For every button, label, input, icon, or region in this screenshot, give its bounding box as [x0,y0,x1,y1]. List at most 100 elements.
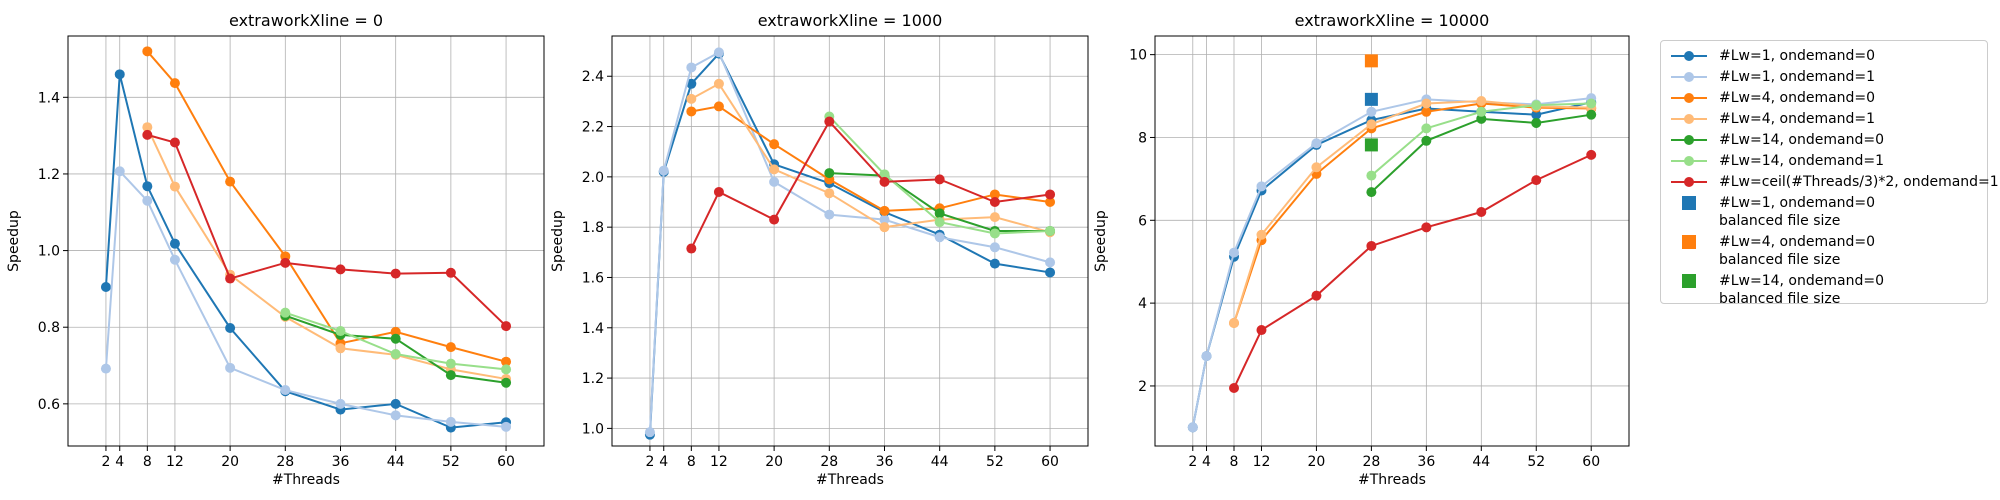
data-point [879,169,890,180]
data-point [390,268,401,279]
data-point [989,242,1000,253]
data-point [142,129,153,140]
legend-swatch [1671,72,1707,82]
data-point [713,47,724,58]
x-tick-label: 36 [876,454,894,470]
data-point [824,188,835,199]
data-point [1366,170,1377,181]
legend-label: #Lw=1, ondemand=0 balanced file size [1719,194,1875,230]
y-tick-label: 1.4 [38,90,60,106]
data-point [989,228,1000,239]
series-line [690,82,1051,234]
data-point [769,139,780,150]
x-tick-label: 28 [276,454,294,470]
data-point [1229,247,1239,258]
x-tick-label: 12 [710,454,728,470]
data-point [1311,290,1322,301]
data-point [114,166,125,177]
x-tick-label: 44 [931,454,949,470]
legend-square [1682,274,1696,288]
data-point [169,254,180,265]
x-tick-label: 52 [986,454,1004,470]
data-point [934,208,945,219]
x-tick-label: 36 [332,454,350,470]
y-tick-label: 10 [1129,48,1147,64]
series-line [146,50,507,363]
series-line [147,133,507,327]
data-point [713,101,724,112]
data-point [1586,149,1597,160]
x-tick-label: 2 [645,454,654,470]
y-tick-label: 1.8 [582,220,604,236]
data-point [1045,267,1056,278]
data-point [1476,96,1487,107]
data-point [1256,325,1267,336]
legend-label: #Lw=1, ondemand=1 [1719,69,1876,85]
legend-label-line2: balanced file size [1719,252,1841,268]
x-tick-label: 4 [115,454,124,470]
data-point [1045,225,1056,236]
legend-label: #Lw=4, ondemand=1 [1719,111,1876,127]
legend-square [1682,196,1696,210]
data-point [824,168,835,179]
x-tick-label: 12 [166,454,184,470]
axes-frame [1154,35,1630,447]
data-point [769,214,780,225]
data-point [934,232,945,243]
legend-item: #Lw=ceil(#Threads/3)*2, ondemand=1 [1669,173,1999,191]
data-point [1366,106,1377,117]
subplot: 2 4 8 12 20 28 36 44 52 60 1.0 1.2 1.4 1.6 1.8 2.0 2.2 2.… [550,11,1089,488]
x-tick-label: 44 [1472,454,1490,470]
legend-label: #Lw=14, ondemand=1 [1719,153,1884,169]
legend-item: #Lw=1, ondemand=1 [1669,68,1979,86]
data-point [1311,162,1322,173]
data-point [1311,138,1322,149]
data-point [658,165,669,176]
square-marker [1364,54,1378,68]
data-point [1586,109,1597,120]
x-tick-label: 60 [497,454,515,470]
legend-marker [1684,93,1694,103]
data-point [686,78,697,89]
x-axis-label: #Threads [272,472,340,488]
y-tick-label: 1.6 [582,270,604,286]
x-tick-label: 52 [1527,454,1545,470]
data-point [1476,207,1487,218]
square-marker [1364,138,1378,152]
x-tick-label: 8 [143,454,152,470]
x-tick-label: 2 [101,454,110,470]
data-point [390,398,401,409]
legend-label: #Lw=14, ondemand=0 balanced file size [1719,272,1884,308]
data-point [1256,181,1267,192]
data-point [879,176,890,187]
y-tick-label: 2.0 [582,170,604,186]
data-point [769,176,780,187]
x-tick-label: 4 [1202,454,1211,470]
x-tick-label: 20 [221,454,239,470]
data-point [686,243,697,254]
y-tick-label: 1.0 [582,421,604,437]
legend-item: #Lw=4, ondemand=0 [1669,89,1979,107]
data-point [335,398,346,409]
data-point [390,410,401,421]
data-point [225,362,236,373]
square-marker [1364,92,1378,106]
y-tick-label: 2 [1138,379,1147,395]
data-point [1421,222,1432,233]
x-tick-label: 28 [820,454,838,470]
y-tick-label: 2.2 [582,120,604,136]
data-point [1586,98,1597,109]
data-point [445,370,456,381]
data-point [169,137,180,148]
legend-item: #Lw=4, ondemand=1 [1669,110,1979,128]
legend-item: #Lw=14, ondemand=1 [1669,152,1979,170]
data-point [169,238,180,249]
legend-marker [1684,156,1694,166]
x-tick-label: 8 [1230,454,1239,470]
data-point [100,363,111,374]
data-point [445,416,456,427]
legend-item: #Lw=14, ondemand=0 balanced file size [1669,272,1979,308]
data-point [824,116,835,127]
legend-label: #Lw=ceil(#Threads/3)*2, ondemand=1 [1719,174,1999,190]
data-point [989,212,1000,223]
